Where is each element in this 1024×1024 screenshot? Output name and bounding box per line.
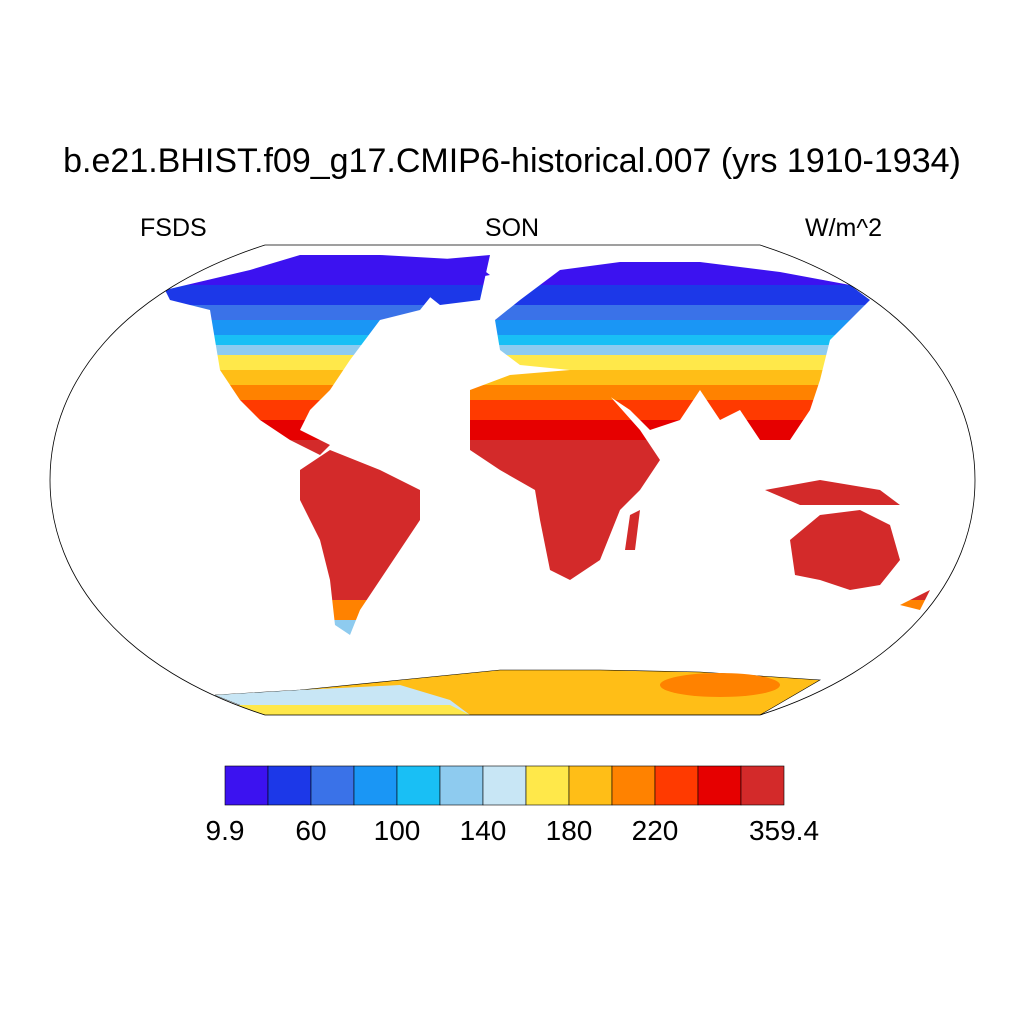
colorbar-bin [353, 765, 398, 806]
colorbar-label: 140 [460, 815, 507, 846]
colorbar-bin [482, 765, 527, 806]
colorbar-label: 180 [546, 815, 593, 846]
colorbar: 9.9 60 100 140 180 220 359.4 [206, 765, 819, 846]
colorbar-label: 100 [374, 815, 421, 846]
colorbar-label: 9.9 [206, 815, 245, 846]
map [165, 255, 930, 715]
colorbar-bin [267, 765, 312, 806]
colorbar-bin [697, 765, 742, 806]
colorbar-bin [310, 765, 355, 806]
map-outline [49, 244, 976, 716]
colorbar-bin [525, 765, 570, 806]
land [165, 255, 930, 635]
units-label: W/m^2 [805, 214, 882, 242]
colorbar-label: 359.4 [749, 815, 819, 846]
colorbar-label: 220 [632, 815, 679, 846]
colorbar-label: 60 [295, 815, 326, 846]
season-label: SON [485, 214, 539, 242]
colorbar-bin [740, 765, 785, 806]
colorbar-bin [396, 765, 441, 806]
colorbar-bin [654, 765, 699, 806]
colorbar-bin [439, 765, 484, 806]
colorbar-bin [224, 765, 269, 806]
title: b.e21.BHIST.f09_g17.CMIP6-historical.007… [63, 142, 961, 180]
colorbar-bin [611, 765, 656, 806]
colorbar-bin [568, 765, 613, 806]
variable-label: FSDS [140, 214, 207, 242]
